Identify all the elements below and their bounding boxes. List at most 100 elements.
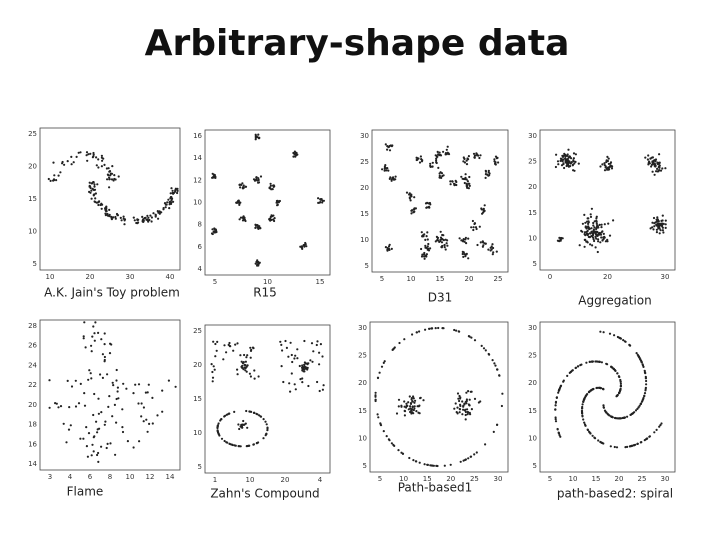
data-point [257,181,260,184]
data-point [464,408,467,411]
x-tick-label: 25 [494,275,503,283]
data-point [466,180,469,183]
data-point [254,262,257,265]
data-point [211,228,214,231]
caption: Flame [67,485,104,499]
data-point [110,178,114,181]
data-point [219,419,222,422]
data-point [119,216,122,219]
data-point [566,158,569,161]
data-point [171,189,174,192]
data-point [93,183,96,186]
data-point [55,179,58,182]
data-point [103,423,106,426]
data-point [654,164,657,167]
data-point [568,160,571,163]
data-point [108,352,112,355]
data-point [377,416,380,419]
data-point [437,166,440,169]
data-point [212,175,215,178]
data-point [317,201,320,204]
x-tick-label: 15 [316,278,325,286]
plot-frame [204,129,331,276]
data-point [562,380,565,383]
data-point [295,154,298,157]
data-point [578,244,581,247]
data-point [242,423,245,426]
data-point [486,173,489,176]
data-point [257,137,261,140]
data-point [410,193,413,196]
data-point [572,157,576,160]
data-point [135,221,138,225]
data-point [316,380,319,384]
data-point [256,224,259,227]
data-point [170,199,173,202]
data-point [619,388,622,391]
data-point [237,201,240,204]
data-point [612,219,615,222]
data-point [272,184,275,187]
data-point [303,368,306,371]
data-point [616,372,619,375]
data-point [390,442,393,445]
data-point [410,209,414,212]
data-point [167,379,170,382]
data-point [279,340,282,343]
data-point [88,369,91,372]
data-point [472,226,475,229]
data-point [446,244,449,247]
data-point [240,423,243,426]
data-point [391,144,394,147]
data-point [387,146,390,149]
data-point [573,162,576,165]
data-point [122,215,125,218]
data-point [68,406,71,409]
data-point [613,334,616,337]
data-point [453,328,456,332]
data-point [464,413,467,417]
data-point [271,215,274,218]
x-tick-label: 30 [661,475,670,483]
x-tick-label: 8 [108,473,112,481]
data-point [107,405,110,408]
y-tick-label: 5 [533,260,537,268]
data-point [644,156,647,159]
data-point [236,368,239,371]
y-tick-label: 10 [193,429,202,437]
data-point [225,351,228,354]
data-point [593,226,596,229]
data-point [444,152,447,155]
data-point [242,361,245,364]
data-point [393,346,396,349]
data-point [581,403,584,406]
data-point [67,428,71,431]
data-point [247,444,250,447]
data-point [167,198,170,201]
data-point [95,156,98,159]
data-point [626,415,629,418]
data-point [170,187,173,190]
data-point [596,250,599,254]
data-point [654,221,657,224]
data-point [249,346,252,349]
data-point [245,356,248,359]
data-point [380,365,384,368]
data-point [255,412,258,415]
data-point [592,238,595,241]
data-point [449,183,452,186]
data-point [635,352,638,355]
data-point [253,377,256,380]
data-point [315,343,318,347]
data-point [566,374,569,377]
data-point [284,339,287,343]
data-point [480,207,483,210]
data-point [269,219,272,222]
y-tick-label: 10 [28,228,37,236]
data-point [422,234,425,237]
data-point [156,414,159,417]
data-point [470,336,473,339]
data-point [269,182,272,185]
data-point [115,421,118,424]
data-point [393,444,396,447]
